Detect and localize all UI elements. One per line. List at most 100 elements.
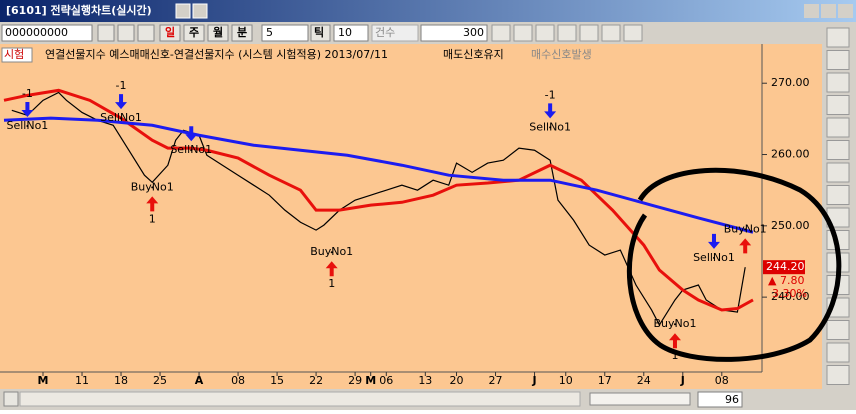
maximize-button[interactable] — [821, 4, 836, 18]
sell-arrow — [707, 233, 720, 249]
x-tick-label: 18 — [114, 374, 128, 387]
buy-arrow — [325, 261, 338, 277]
x-tick-label: 06 — [379, 374, 393, 387]
tool-button[interactable] — [826, 117, 850, 138]
config-button[interactable] — [117, 24, 135, 42]
signal-point — [549, 126, 552, 129]
x-tick-label: 29 — [348, 374, 362, 387]
period-label: 월 — [213, 25, 223, 39]
x-tick-label: 08 — [715, 374, 729, 387]
close-button[interactable] — [838, 4, 853, 18]
count-select[interactable] — [371, 24, 419, 42]
signal-point — [673, 323, 676, 326]
price-change-pct: 3.30% — [772, 287, 807, 300]
minutes-text: 5 — [266, 26, 273, 39]
icon[interactable] — [513, 24, 533, 42]
period-button[interactable] — [159, 24, 181, 42]
period-label: 분 — [237, 26, 247, 39]
tick-label: 틱 — [314, 25, 324, 39]
code-text: 000000000 — [5, 26, 68, 39]
buy-arrow — [668, 333, 681, 349]
x-tick-label: M — [38, 374, 49, 387]
signal-label: BuyNo1 — [310, 245, 353, 258]
zoom-slider[interactable] — [589, 392, 691, 406]
icon[interactable] — [601, 24, 621, 42]
x-tick-label: A — [195, 374, 204, 387]
tool-button[interactable] — [826, 50, 850, 70]
signal-point — [26, 125, 29, 127]
x-tick-label: M — [365, 374, 376, 387]
period-button[interactable] — [207, 24, 229, 42]
tool-button[interactable] — [826, 140, 850, 160]
count-text: 300 — [463, 26, 484, 39]
legend-text: 연결선물지수 예스매매신호-연결선물지수 (시스템 시험적용) 2013/07/… — [45, 48, 388, 61]
last-price: 244.20 — [766, 260, 805, 273]
signal-point — [120, 117, 123, 120]
link-button[interactable] — [175, 3, 191, 19]
tool-button[interactable] — [826, 27, 850, 48]
x-tick-label: 17 — [598, 374, 612, 387]
signal-qty: 1 — [671, 349, 678, 362]
x-tick-label: 22 — [309, 374, 323, 387]
signal-label: BuyNo1 — [131, 180, 174, 193]
minimize-button[interactable] — [804, 4, 819, 18]
x-tick-label: 20 — [450, 374, 464, 387]
y-tick-label: 250.00 — [771, 219, 810, 232]
icon[interactable] — [557, 24, 577, 42]
price-change: ▲ 7.80 — [768, 274, 804, 287]
y-tick-label: 270.00 — [771, 76, 810, 89]
y-tick-label: 260.00 — [771, 148, 810, 161]
tool-button[interactable] — [826, 72, 850, 93]
x-tick-label: 25 — [153, 374, 167, 387]
x-tick-label: 27 — [489, 374, 503, 387]
count-input[interactable] — [420, 24, 488, 42]
count-label: 건수 — [375, 26, 395, 39]
series-line — [11, 91, 746, 327]
period-button[interactable] — [183, 24, 205, 42]
x-tick-label: 08 — [231, 374, 245, 387]
signal-label: SellNo1 — [6, 119, 48, 132]
signal-point — [712, 256, 715, 259]
code-input[interactable] — [1, 24, 93, 42]
signal-qty: 1 — [328, 277, 335, 290]
signal-point — [151, 186, 154, 189]
series-line — [3, 88, 754, 312]
tool-button[interactable] — [826, 320, 850, 340]
scroll-left[interactable] — [3, 391, 19, 407]
close-tab-button[interactable] — [192, 3, 208, 19]
period-label: 주 — [189, 26, 199, 39]
sell-arrow — [115, 94, 128, 110]
x-tick-label: J — [531, 374, 536, 387]
title-bar — [0, 0, 856, 22]
window-title: [6101] 전략실행차트(실시간) — [6, 3, 152, 17]
minutes-select[interactable] — [261, 24, 309, 42]
search-button[interactable] — [97, 24, 115, 42]
sell-arrow — [185, 126, 198, 142]
ticks-text: 10 — [338, 26, 352, 39]
icon[interactable] — [579, 24, 599, 42]
signal-label: BuyNo1 — [653, 317, 696, 330]
icon[interactable] — [623, 24, 643, 42]
signal-label: BuyNo1 — [724, 222, 767, 235]
tick-button[interactable] — [310, 24, 331, 42]
sell-arrow — [544, 103, 557, 119]
signal-label: SellNo1 — [693, 251, 735, 264]
ticks-select[interactable] — [333, 24, 369, 42]
tool-button[interactable] — [826, 342, 850, 363]
x-tick-label: 24 — [637, 374, 651, 387]
icon[interactable] — [491, 24, 511, 42]
icon[interactable] — [535, 24, 555, 42]
bar-count-input[interactable] — [697, 391, 743, 408]
x-tick-label: 10 — [559, 374, 573, 387]
period-button[interactable] — [231, 24, 253, 42]
signal-point — [330, 251, 333, 254]
signal-label: SellNo1 — [529, 120, 571, 133]
tool-button[interactable] — [826, 365, 850, 385]
tool-button[interactable] — [826, 185, 850, 205]
scroll-track[interactable] — [19, 391, 581, 407]
bar-count: 96 — [725, 393, 739, 406]
tool-button[interactable] — [826, 95, 850, 115]
tool-button[interactable] — [826, 162, 850, 183]
save-button[interactable] — [137, 24, 155, 42]
